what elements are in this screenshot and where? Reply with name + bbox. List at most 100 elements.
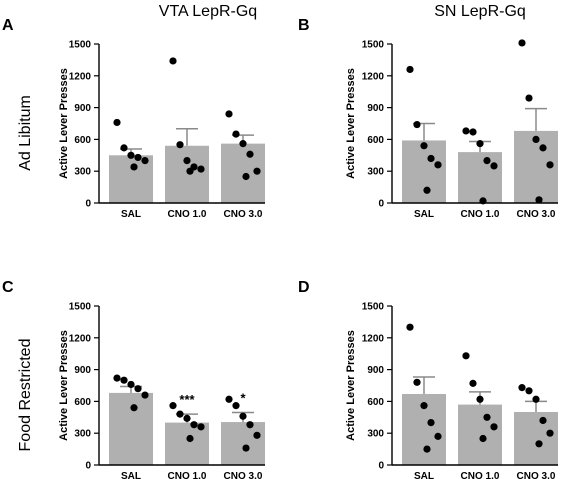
category-label: CNO 1.0 (461, 471, 500, 479)
y-tick-label: 1500 (69, 40, 92, 51)
data-point (423, 186, 431, 194)
significance-marker: *** (179, 392, 195, 407)
data-point (532, 135, 540, 143)
y-axis-label: Active Lever Presses (58, 330, 70, 441)
data-point (420, 402, 428, 410)
category-label: SAL (121, 209, 141, 220)
y-tick-label: 0 (85, 199, 91, 210)
panel-letter: B (298, 17, 310, 34)
data-point (518, 39, 526, 47)
y-tick-label: 900 (74, 103, 91, 114)
row-label-food-restricted: Food Restricted (17, 339, 34, 452)
panel-letter: A (2, 17, 14, 34)
category-label: CNO 3.0 (224, 471, 263, 479)
panel-letter: D (298, 279, 310, 296)
y-tick-label: 600 (367, 135, 384, 146)
y-tick-label: 300 (367, 429, 384, 440)
data-point (232, 402, 240, 410)
y-tick-label: 900 (367, 103, 384, 114)
y-tick-label: 1200 (362, 333, 385, 344)
data-point (176, 410, 184, 418)
data-point (239, 140, 247, 148)
data-point (479, 434, 487, 443)
data-point (483, 413, 491, 421)
y-tick-label: 600 (367, 397, 384, 408)
data-point (427, 154, 435, 163)
y-tick-label: 300 (74, 429, 91, 440)
category-label: CNO 1.0 (168, 471, 207, 479)
data-point (462, 127, 470, 135)
data-point (546, 429, 554, 437)
data-point (130, 404, 138, 412)
data-point (413, 378, 421, 386)
data-point (434, 161, 442, 169)
y-tick-label: 1500 (362, 40, 385, 51)
panel-d: D Active Lever Presses SAL CNO 1.0 CNO 3.0 0 3… (298, 279, 558, 479)
category-label: CNO 3.0 (517, 471, 556, 479)
y-axis-label: Active Lever Presses (345, 68, 357, 179)
y-tick-label: 0 (378, 199, 384, 210)
panel-a: A Active Lever Presses SAL CNO 1.0 CNO 3.0 0 3… (2, 17, 265, 220)
data-point (197, 165, 205, 173)
data-point (242, 172, 250, 181)
data-point (469, 379, 477, 387)
data-point (127, 380, 135, 389)
y-tick-label: 1200 (362, 71, 385, 82)
data-point (539, 144, 547, 152)
data-point (141, 157, 149, 165)
data-point (197, 423, 205, 431)
data-point (134, 153, 142, 162)
row-label-ad-libitum: Ad Libitum (17, 95, 34, 171)
data-point (518, 384, 526, 392)
data-point (113, 118, 121, 127)
y-tick-label: 1500 (362, 302, 385, 313)
data-point (253, 431, 261, 439)
significance-marker: * (240, 391, 246, 406)
data-point (232, 130, 240, 138)
data-point (490, 423, 498, 431)
data-point (186, 434, 194, 443)
data-point (186, 167, 194, 175)
panels: A Active Lever Presses SAL CNO 1.0 CNO 3.0 0 3… (2, 17, 558, 479)
panel-b: B Active Lever Presses SAL CNO 1.0 CNO 3.0 0 3… (298, 17, 558, 220)
data-point (242, 444, 250, 452)
data-point (525, 94, 533, 102)
panel-letter: C (2, 279, 14, 296)
data-point (535, 440, 543, 448)
data-point (225, 110, 233, 118)
data-point (434, 432, 442, 440)
y-tick-label: 900 (74, 365, 91, 376)
y-tick-label: 600 (74, 135, 91, 146)
data-point (169, 57, 177, 65)
data-point (130, 163, 138, 171)
y-tick-label: 900 (367, 365, 384, 376)
data-point (423, 445, 431, 453)
bar (221, 422, 265, 465)
y-tick-label: 0 (378, 461, 384, 472)
y-tick-label: 300 (367, 167, 384, 178)
data-point (253, 167, 261, 175)
data-point (406, 323, 414, 331)
data-point (476, 140, 484, 148)
data-point (539, 416, 547, 425)
data-point (120, 144, 128, 152)
category-label: CNO 1.0 (168, 209, 207, 220)
data-point (462, 352, 470, 360)
category-label: SAL (121, 471, 141, 479)
y-tick-label: 300 (74, 167, 91, 178)
data-point (525, 387, 533, 395)
y-tick-label: 1200 (69, 71, 92, 82)
data-point (169, 402, 177, 410)
category-label: SAL (414, 209, 434, 220)
data-point (246, 421, 254, 429)
data-point (246, 150, 254, 158)
category-label: CNO 3.0 (517, 209, 556, 220)
category-label: CNO 3.0 (224, 209, 263, 220)
y-tick-label: 1200 (69, 333, 92, 344)
data-point (476, 395, 484, 403)
bar (514, 412, 558, 465)
y-tick-label: 0 (85, 461, 91, 472)
y-axis-label: Active Lever Presses (345, 330, 357, 441)
data-point (134, 385, 142, 393)
category-label: CNO 1.0 (461, 209, 500, 220)
